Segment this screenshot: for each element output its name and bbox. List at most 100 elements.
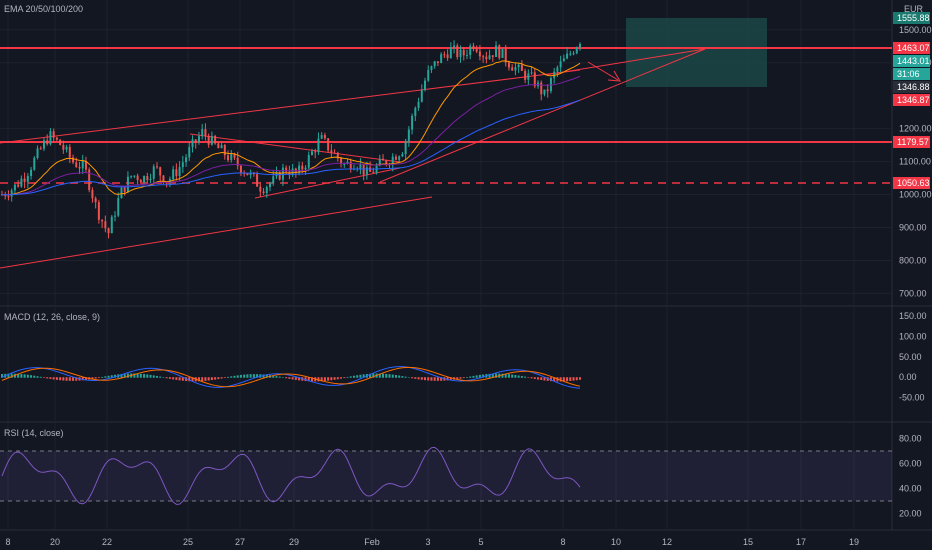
price-tag-text: 1443.01 (897, 56, 930, 66)
candle-body (20, 178, 23, 187)
candle-body (88, 169, 91, 190)
macd-histogram-bar (97, 377, 100, 378)
candle-body (30, 169, 33, 177)
rsi-tick-label: 60.00 (899, 459, 922, 469)
macd-histogram-bar (81, 377, 84, 381)
ema20-line (1, 60, 581, 196)
candle-body (178, 167, 181, 177)
candle-body (223, 145, 226, 156)
candle-body (504, 48, 507, 63)
macd-histogram-bar (307, 377, 310, 382)
price-tag (893, 81, 930, 93)
macd-histogram-bar (417, 377, 420, 380)
candle-body (327, 138, 330, 151)
rsi-tick-label: 40.00 (899, 484, 922, 494)
candle-body (114, 215, 117, 217)
candle-body (259, 186, 262, 192)
macd-histogram-bar (220, 377, 223, 379)
time-tick-label: 10 (611, 537, 621, 547)
macd-histogram-bar (207, 377, 210, 381)
macd-histogram-bar (427, 377, 430, 381)
macd-histogram-bar (101, 376, 104, 378)
macd-histogram-bar (362, 374, 365, 378)
price-tick-label: 700.00 (899, 288, 927, 298)
candle-body (569, 53, 572, 55)
candle-body (556, 67, 559, 72)
candle-body (495, 45, 498, 57)
candle-body (256, 174, 259, 187)
macd-histogram-bar (256, 374, 259, 378)
candle-body (220, 145, 223, 149)
candle-body (26, 176, 29, 182)
macd-histogram-bar (569, 377, 572, 381)
candle-body (278, 171, 281, 180)
macd-histogram-bar (165, 377, 168, 379)
candle-body (146, 175, 149, 181)
candle-body (436, 61, 439, 64)
candle-body (91, 189, 94, 199)
macd-histogram-bar (320, 377, 323, 382)
macd-histogram-bar (236, 375, 239, 378)
macd-histogram-bar (188, 377, 191, 382)
macd-histogram-bar (72, 377, 75, 381)
macd-histogram-bar (291, 377, 294, 380)
macd-histogram-bar (562, 377, 565, 382)
candle-body (411, 115, 414, 130)
macd-histogram-bar (252, 374, 255, 378)
macd-histogram-bar (462, 377, 465, 379)
price-tag (893, 68, 930, 80)
price-tag-text: 1555.88 (897, 13, 930, 23)
macd-histogram-bar (482, 374, 485, 378)
macd-histogram-bar (114, 374, 117, 378)
price-tag-text: 31:06 (897, 69, 920, 79)
time-tick-label: 27 (235, 537, 245, 547)
macd-histogram-bar (197, 377, 200, 382)
candle-body (233, 153, 236, 158)
candle-body (265, 187, 268, 194)
macd-histogram-bar (272, 375, 275, 378)
price-tag (893, 136, 930, 148)
macd-histogram-bar (530, 377, 533, 379)
price-tag-text: 1346.87 (897, 95, 930, 105)
candle-body (152, 166, 155, 179)
candle-body (524, 70, 527, 80)
macd-histogram-bar (472, 375, 475, 378)
candle-body (330, 150, 333, 153)
candle-body (314, 151, 317, 153)
macd-histogram-bar (446, 377, 449, 381)
candle-body (498, 45, 501, 58)
candle-body (340, 158, 343, 165)
candle-body (201, 129, 204, 137)
macd-tick-label: 150.00 (899, 311, 927, 321)
macd-histogram-bar (514, 374, 517, 378)
macd-histogram-bar (1, 374, 3, 378)
macd-histogram-bar (566, 377, 569, 382)
candle-body (78, 167, 81, 169)
macd-histogram-bar (123, 373, 126, 378)
ema50-line (1, 75, 581, 196)
candle-body (414, 108, 417, 116)
macd-histogram-bar (336, 377, 339, 380)
time-tick-label: 12 (662, 537, 672, 547)
price-tick-label: 1000.00 (899, 190, 932, 200)
candle-body (530, 72, 533, 74)
macd-histogram-bar (356, 375, 359, 378)
candle-body (36, 148, 39, 158)
macd-histogram-bar (478, 374, 481, 378)
candle-body (427, 70, 430, 81)
macd-histogram-bar (491, 373, 494, 378)
macd-histogram-bar (23, 374, 26, 378)
time-tick-label: 8 (560, 537, 565, 547)
macd-histogram-bar (52, 377, 55, 380)
macd-histogram-bar (33, 375, 36, 378)
macd-histogram-bar (65, 377, 68, 381)
candle-body (165, 182, 168, 184)
macd-histogram-bar (504, 373, 507, 378)
macd-histogram-bar (501, 373, 504, 378)
macd-histogram-bar (414, 377, 417, 379)
macd-histogram-bar (49, 377, 52, 379)
candle-body (59, 139, 62, 146)
candle-body (446, 54, 449, 59)
candle-body (310, 151, 313, 155)
